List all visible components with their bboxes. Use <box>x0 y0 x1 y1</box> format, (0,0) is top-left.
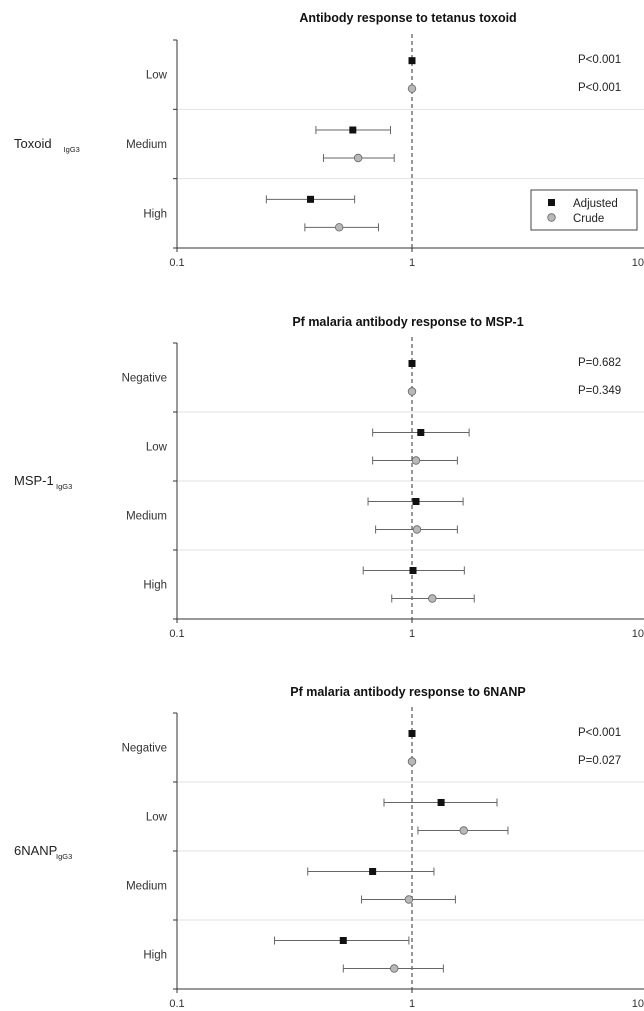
adjusted-point <box>369 868 377 875</box>
forest-panel-3: Pf malaria antibody response to 6NANP 6NA… <box>14 685 644 1010</box>
row-label-sub: IgG3 <box>64 145 80 154</box>
adjusted-point <box>408 57 416 65</box>
adjusted-point <box>307 195 315 203</box>
legend-square-marker <box>548 199 555 206</box>
crude-point <box>412 525 422 534</box>
x-tick-label: 1 <box>409 998 415 1010</box>
crude-point <box>407 757 417 766</box>
adjusted-point <box>349 126 357 134</box>
legend: Adjusted Crude <box>530 189 638 231</box>
category-label: Low <box>146 70 168 82</box>
legend-label: Crude <box>573 213 604 225</box>
crude-point <box>459 826 468 835</box>
row-label: Toxoid <box>14 136 52 151</box>
p-value: P<0.001 <box>578 727 621 739</box>
crude-point <box>411 456 421 465</box>
category-label: High <box>143 950 167 962</box>
category-label: Medium <box>126 139 167 151</box>
adjusted-point <box>339 937 347 944</box>
p-value: P<0.001 <box>578 82 621 94</box>
x-tick-label: 0.1 <box>169 998 184 1010</box>
crude-point <box>404 895 414 904</box>
category-label: Medium <box>126 511 167 523</box>
x-tick-label: 0.1 <box>169 628 184 640</box>
panel-title: Pf malaria antibody response to MSP-1 <box>292 315 523 329</box>
panel-title: Pf malaria antibody response to 6NANP <box>290 685 525 699</box>
category-label: Low <box>146 442 168 454</box>
p-value: P=0.349 <box>578 385 621 397</box>
category-label: High <box>143 208 167 220</box>
adjusted-point <box>408 360 416 367</box>
row-label: 6NANP <box>14 843 57 858</box>
p-value: P<0.001 <box>578 54 621 66</box>
row-label-sub: IgG3 <box>56 852 72 861</box>
crude-point <box>390 964 399 973</box>
row-label-sub: IgG3 <box>56 482 72 491</box>
category-label: High <box>143 580 167 592</box>
category-label: Negative <box>122 743 167 755</box>
crude-point <box>334 223 344 232</box>
x-tick-label: 1 <box>409 628 415 640</box>
crude-point <box>407 387 417 396</box>
crude-point <box>407 84 417 93</box>
crude-point <box>353 153 363 163</box>
x-tick-label: 0.1 <box>169 257 184 269</box>
x-tick-label: 10 <box>632 998 644 1010</box>
adjusted-point <box>437 799 445 806</box>
p-value: P=0.027 <box>578 755 621 767</box>
category-label: Negative <box>122 373 167 385</box>
x-tick-label: 10 <box>632 257 644 269</box>
x-tick-label: 1 <box>409 257 415 269</box>
x-tick-label: 10 <box>632 628 644 640</box>
category-label: Low <box>146 812 168 824</box>
legend-label: Adjusted <box>573 198 618 210</box>
adjusted-point <box>417 429 425 436</box>
forest-panel-1: Antibody response to tetanus toxoid Toxoi… <box>14 11 644 269</box>
adjusted-point <box>408 730 416 737</box>
adjusted-point <box>412 498 420 505</box>
crude-point <box>428 594 437 603</box>
forest-panel-2: Pf malaria antibody response to MSP-1 MSP… <box>14 315 644 640</box>
category-label: Medium <box>126 881 167 893</box>
legend-circle-marker <box>547 213 556 222</box>
legend-box <box>530 189 638 231</box>
p-value: P=0.682 <box>578 357 621 369</box>
adjusted-point <box>409 567 417 574</box>
row-label: MSP-1 <box>14 473 54 488</box>
panel-title: Antibody response to tetanus toxoid <box>299 11 516 25</box>
